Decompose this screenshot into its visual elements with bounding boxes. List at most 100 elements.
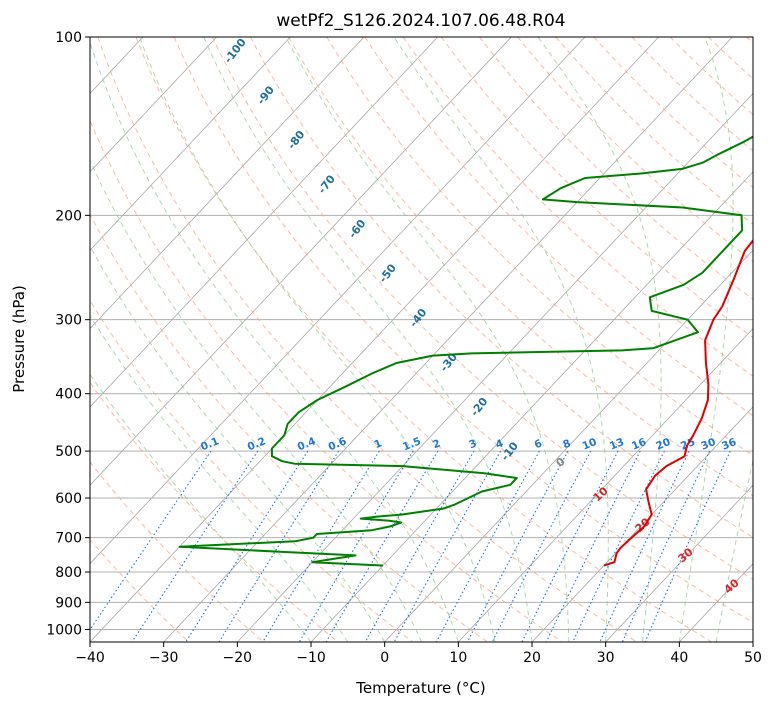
x-axis-label: Temperature (°C) bbox=[355, 679, 485, 697]
mixing-ratio-label: 1 bbox=[373, 437, 384, 451]
mixing-ratio-label: 8 bbox=[561, 437, 572, 451]
moist-adiabat-line bbox=[715, 457, 753, 642]
dry-adiabat-line bbox=[135, 37, 712, 642]
dry-adiabat-line bbox=[631, 37, 753, 152]
moist-adiabat-line bbox=[90, 245, 386, 642]
moist-adiabat-line bbox=[678, 37, 734, 642]
background-lines bbox=[90, 37, 753, 642]
mixing-ratio-label: 20 bbox=[654, 436, 672, 453]
plot-frame bbox=[89, 36, 754, 643]
dry-adiabat-line bbox=[326, 37, 753, 457]
x-axis-ticks: −40 −30 −20 −10 0 10 20 30 40 50 bbox=[75, 642, 762, 666]
dry-adiabat-line bbox=[90, 538, 190, 642]
y-tick-label: 200 bbox=[55, 208, 82, 224]
moist-adiabat-line bbox=[393, 37, 609, 642]
mixing-ratio-line bbox=[435, 450, 540, 642]
moist-adiabat-line bbox=[139, 37, 496, 642]
moist-adiabat-label: 10 bbox=[591, 484, 611, 504]
dry-adiabat-line bbox=[555, 37, 753, 225]
moist-adiabat-line bbox=[90, 314, 349, 642]
temperature-profile bbox=[603, 238, 753, 567]
y-tick-label: 400 bbox=[55, 387, 82, 403]
x-tick-label: 40 bbox=[670, 650, 688, 666]
dry-adiabat-line bbox=[517, 37, 753, 263]
isotherm-line bbox=[90, 37, 365, 330]
isotherm-line bbox=[163, 37, 733, 642]
dry-adiabat-line bbox=[250, 37, 753, 538]
isotherm-line bbox=[752, 641, 753, 642]
dry-adiabat-label: -50 bbox=[377, 261, 400, 285]
dry-adiabat-line bbox=[97, 37, 638, 642]
isotherm-line bbox=[90, 37, 659, 642]
mixing-ratio-label: 4 bbox=[494, 437, 505, 451]
mixing-ratio-line bbox=[491, 450, 592, 642]
dry-adiabat-line bbox=[479, 37, 753, 300]
y-tick-label: 100 bbox=[55, 30, 82, 46]
x-tick-label: 30 bbox=[597, 650, 615, 666]
isotherm-line bbox=[90, 37, 512, 486]
x-tick-label: 10 bbox=[449, 650, 467, 666]
y-axis-ticks: 100 200 300 400 500 600 700 800 900 1000 bbox=[46, 30, 90, 638]
dry-adiabat-line bbox=[173, 37, 753, 624]
mixing-ratio-line bbox=[131, 450, 259, 642]
mixing-ratio-line bbox=[364, 450, 475, 642]
x-tick-label: −30 bbox=[149, 650, 179, 666]
dry-adiabat-label: -60 bbox=[346, 217, 369, 241]
moist-adiabat-line bbox=[537, 37, 662, 642]
mixing-ratio-label: 6 bbox=[533, 437, 544, 451]
mixing-ratio-label: 10 bbox=[581, 436, 599, 453]
dry-adiabat-label: -80 bbox=[285, 128, 308, 152]
x-tick-label: −20 bbox=[223, 650, 253, 666]
mixing-ratio-line bbox=[90, 450, 212, 631]
mixing-ratio-line bbox=[325, 450, 439, 642]
y-axis-label: Pressure (hPa) bbox=[10, 285, 28, 393]
profiles bbox=[178, 135, 753, 567]
dry-adiabat-line bbox=[402, 37, 753, 377]
isotherm-line bbox=[531, 406, 753, 642]
y-tick-label: 800 bbox=[55, 565, 82, 581]
mixing-ratio-line bbox=[621, 450, 711, 642]
mixing-ratio-label: 2 bbox=[431, 437, 442, 451]
dewpoint-profile bbox=[178, 135, 753, 567]
dry-adiabat-label: -20 bbox=[468, 395, 491, 419]
moist-adiabat-label: 30 bbox=[676, 545, 696, 565]
dry-adiabat-label: -40 bbox=[407, 306, 430, 330]
mixing-ratio-line bbox=[521, 450, 619, 642]
mixing-ratio-line bbox=[393, 450, 502, 642]
dry-adiabat-line bbox=[90, 213, 488, 642]
dry-adiabat-line bbox=[288, 37, 753, 497]
mixing-ratio-line bbox=[599, 450, 690, 642]
y-tick-label: 1000 bbox=[46, 622, 82, 638]
isotherm-line bbox=[90, 37, 586, 565]
x-tick-label: 50 bbox=[744, 650, 762, 666]
mixing-ratio-label: 16 bbox=[630, 436, 648, 453]
dry-adiabat-label: -100 bbox=[222, 36, 249, 66]
mixing-ratio-line bbox=[262, 450, 380, 642]
dry-adiabat-line bbox=[708, 37, 753, 80]
moist-adiabat-label: 0 bbox=[553, 455, 568, 470]
y-tick-label: 700 bbox=[55, 531, 82, 547]
x-tick-label: 20 bbox=[523, 650, 541, 666]
chart-title: wetPf2_S126.2024.107.06.48.R04 bbox=[276, 11, 565, 31]
y-tick-label: 300 bbox=[55, 313, 82, 329]
isotherm-line bbox=[458, 327, 753, 642]
isotherm-line bbox=[237, 92, 753, 642]
mixing-ratio-line bbox=[572, 450, 665, 642]
dry-adiabat-line bbox=[90, 119, 563, 642]
x-tick-label: 0 bbox=[380, 650, 389, 666]
moist-adiabat-line bbox=[90, 373, 312, 642]
isotherm-line bbox=[605, 484, 753, 642]
mixing-ratio-label: 30 bbox=[699, 436, 717, 453]
mixing-ratio-label: 36 bbox=[720, 436, 738, 453]
x-tick-label: −10 bbox=[296, 650, 326, 666]
dry-adiabat-line bbox=[90, 299, 414, 642]
y-tick-label: 500 bbox=[55, 444, 82, 460]
isotherm-line bbox=[90, 37, 438, 408]
moist-adiabat-line bbox=[90, 159, 422, 642]
moist-adiabat-line bbox=[203, 37, 533, 642]
isotherm-line bbox=[384, 249, 753, 642]
dry-adiabat-line bbox=[746, 37, 753, 44]
x-tick-label: −40 bbox=[75, 650, 105, 666]
